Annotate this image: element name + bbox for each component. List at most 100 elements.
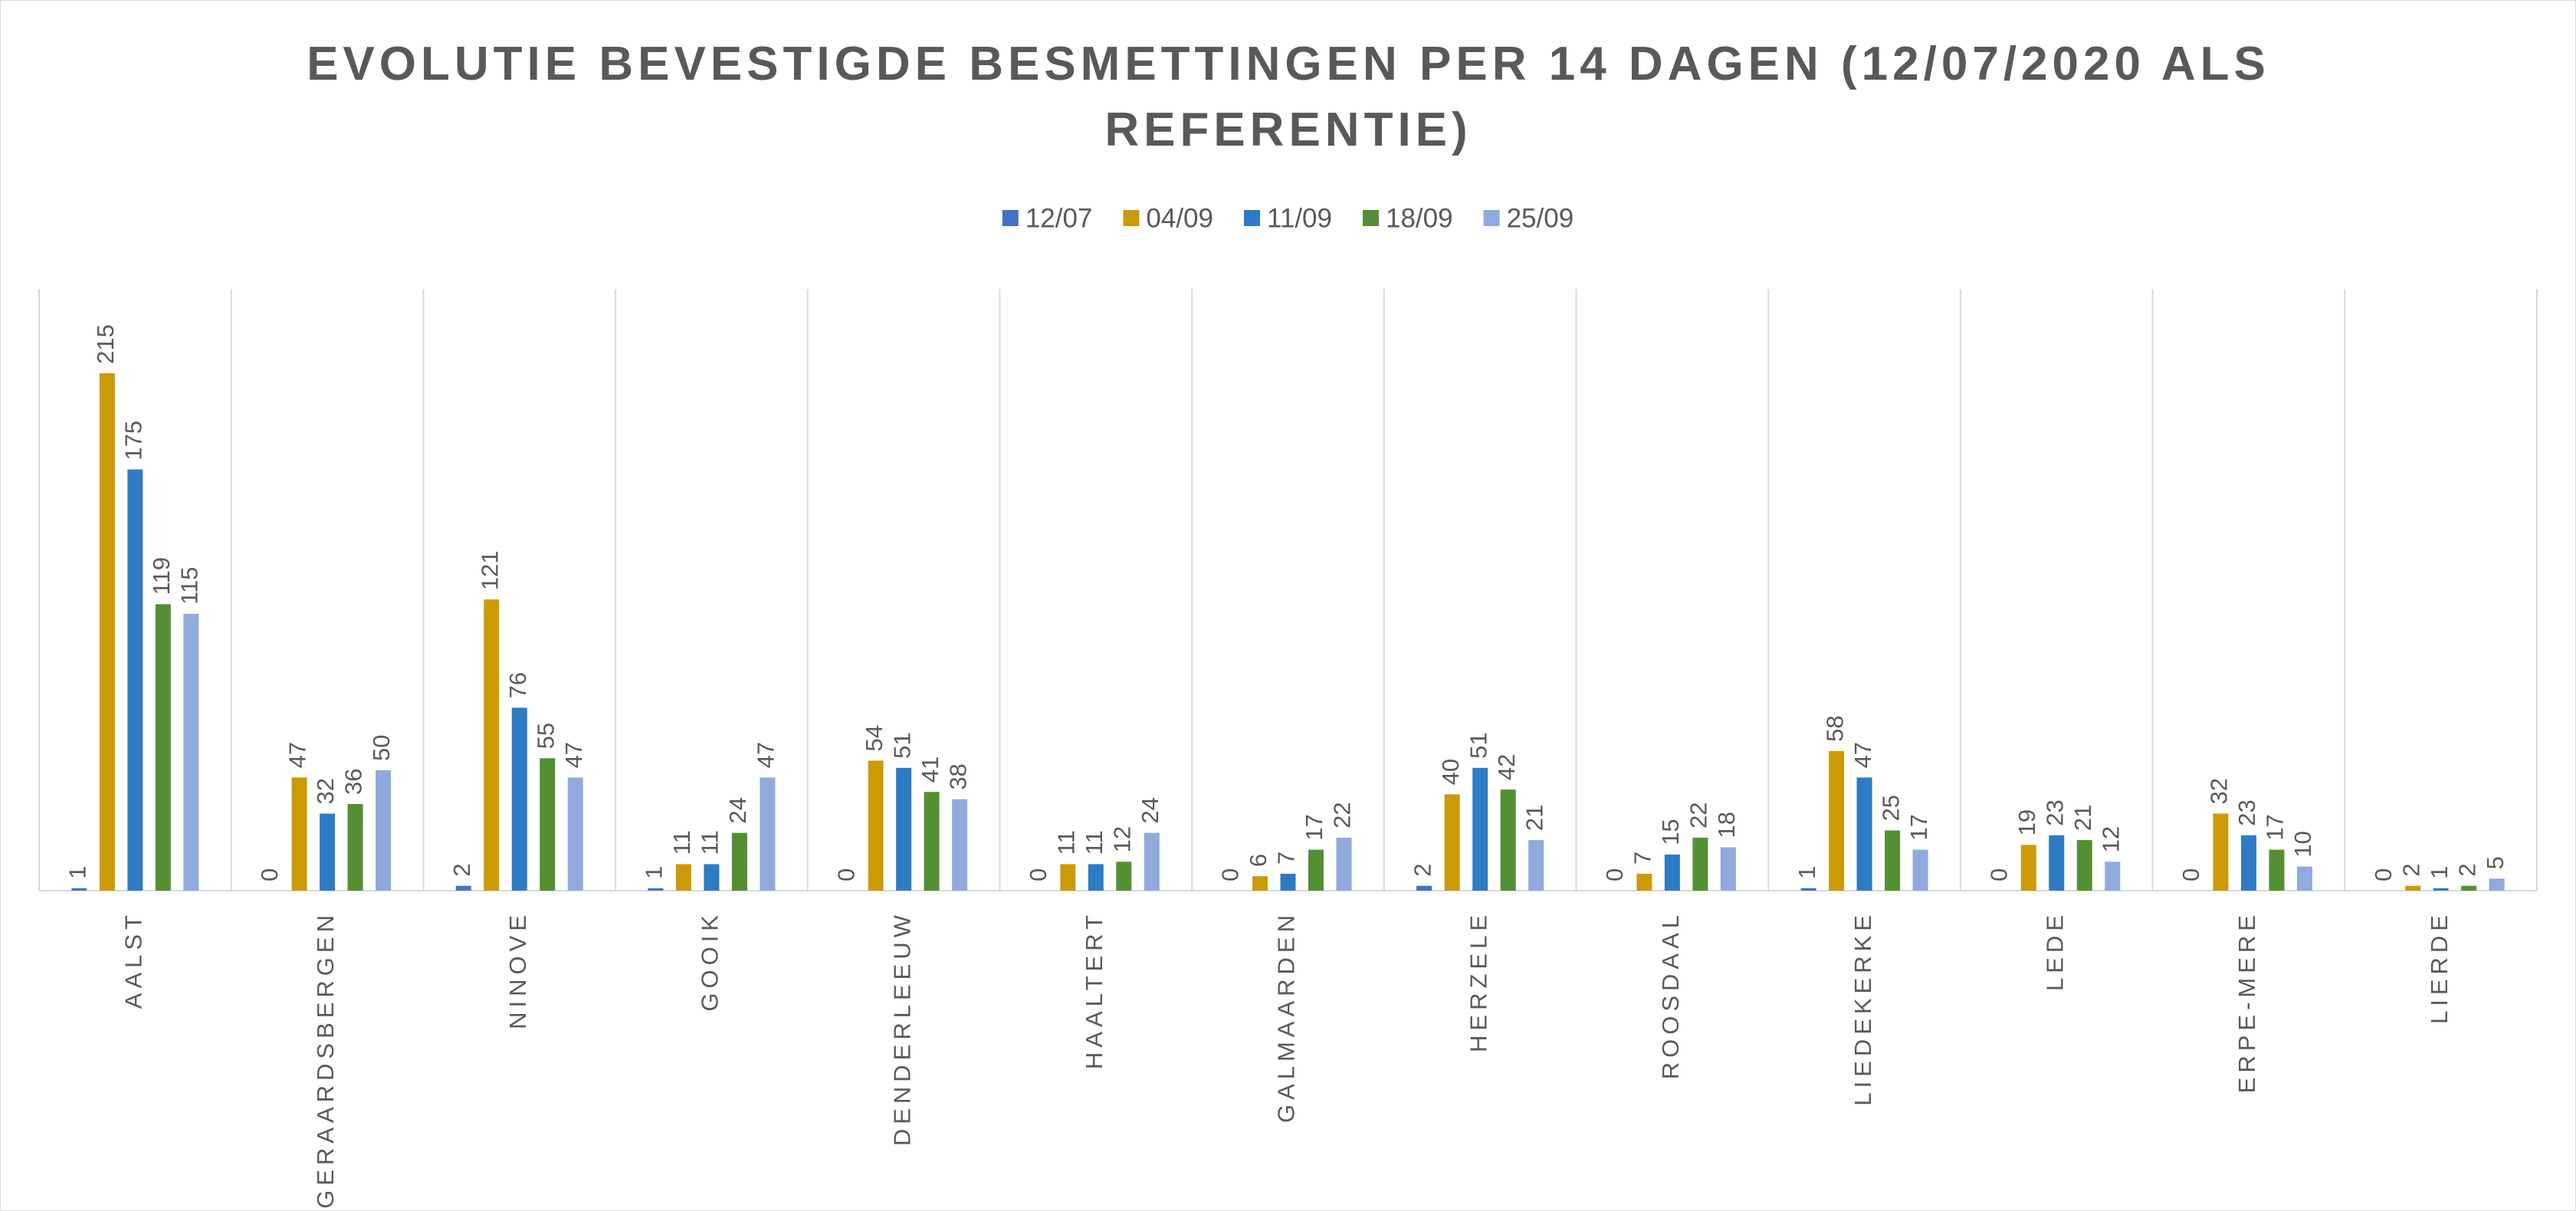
value-label: 25 xyxy=(1877,795,1904,821)
value-label: 0 xyxy=(256,868,283,881)
value-label: 50 xyxy=(368,735,395,761)
value-label: 7 xyxy=(1273,852,1300,865)
bar xyxy=(2105,861,2121,891)
legend-label: 12/07 xyxy=(1025,203,1093,233)
bar xyxy=(1416,885,1432,891)
legend-label: 04/09 xyxy=(1146,203,1213,233)
x-tick-label: HERZELE xyxy=(1465,911,1491,1052)
value-label: 41 xyxy=(917,756,943,783)
bar xyxy=(347,803,363,891)
bar xyxy=(648,888,664,891)
bar xyxy=(1528,840,1544,891)
bar xyxy=(924,792,940,891)
value-label: 19 xyxy=(2013,809,2040,835)
bar xyxy=(1280,874,1296,891)
value-label: 17 xyxy=(2262,814,2289,840)
bar xyxy=(1472,767,1488,891)
value-label: 5 xyxy=(2482,856,2509,869)
bar xyxy=(1856,777,1872,891)
value-label: 32 xyxy=(312,778,339,804)
legend-swatch xyxy=(1483,210,1500,226)
legend-swatch xyxy=(1363,210,1379,226)
value-label: 42 xyxy=(1493,754,1520,780)
x-tick-label: HAALTERT xyxy=(1081,911,1108,1069)
bar xyxy=(567,777,583,891)
x-tick-label: ERPE-MERE xyxy=(2233,911,2260,1093)
value-label: 119 xyxy=(148,557,175,595)
bar xyxy=(1444,794,1460,891)
value-label: 11 xyxy=(1052,830,1079,855)
value-label: 17 xyxy=(1301,814,1327,840)
legend-label: 11/09 xyxy=(1267,203,1332,233)
x-tick-label: ROOSDAAL xyxy=(1657,911,1684,1079)
value-label: 2 xyxy=(1409,863,1436,876)
bar xyxy=(2020,845,2036,891)
bar xyxy=(760,777,776,891)
value-label: 0 xyxy=(1217,868,1244,881)
bar xyxy=(99,372,115,891)
value-label: 2 xyxy=(2397,863,2424,876)
bar xyxy=(675,864,691,891)
bar xyxy=(2049,835,2065,891)
value-label: 23 xyxy=(2041,799,2068,825)
value-label: 2 xyxy=(448,863,475,876)
value-label: 55 xyxy=(532,723,559,749)
x-tick-label: AALST xyxy=(120,911,147,1009)
value-label: 47 xyxy=(560,742,587,768)
value-label: 54 xyxy=(861,725,888,751)
value-label: 0 xyxy=(2370,868,2397,881)
bar xyxy=(127,469,143,891)
x-tick-label: DENDERLEEUW xyxy=(888,911,915,1146)
value-label: 1 xyxy=(2426,866,2453,879)
bar xyxy=(2076,840,2092,891)
value-label: 115 xyxy=(176,566,203,604)
bar xyxy=(2213,813,2229,891)
value-label: 0 xyxy=(832,868,859,881)
legend-swatch xyxy=(1244,210,1260,226)
value-label: 11 xyxy=(1081,830,1108,855)
bar xyxy=(1144,832,1160,891)
x-tick-label: GOOIK xyxy=(697,911,724,1012)
bar xyxy=(455,885,471,891)
bar xyxy=(155,604,171,891)
bar xyxy=(2461,885,2477,891)
value-label: 0 xyxy=(2177,868,2204,881)
bar xyxy=(71,888,87,891)
value-label: 10 xyxy=(2289,831,2316,857)
value-label: 76 xyxy=(504,672,531,698)
bar xyxy=(868,760,884,891)
legend-label: 25/09 xyxy=(1507,203,1574,233)
value-label: 22 xyxy=(1329,802,1356,828)
value-label: 15 xyxy=(1657,819,1684,845)
x-tick-label: LEDE xyxy=(2041,911,2068,991)
x-tick-label: GALMAARDEN xyxy=(1273,911,1300,1123)
legend: 12/07 04/09 11/09 18/09 25/09 xyxy=(1002,203,1574,233)
value-label: 175 xyxy=(120,421,147,461)
value-label: 32 xyxy=(2206,778,2233,804)
x-tick-label: LIERDE xyxy=(2426,911,2453,1024)
bar xyxy=(183,613,199,891)
bar xyxy=(511,707,527,891)
chart-title: EVOLUTIE BEVESTIGDE BESMETTINGEN PER 14 … xyxy=(307,38,2270,156)
value-label: 12 xyxy=(2097,826,2124,852)
value-label: 47 xyxy=(284,742,311,768)
value-label: 1 xyxy=(64,866,91,879)
value-label: 23 xyxy=(2233,799,2260,825)
value-label: 18 xyxy=(1713,812,1740,838)
bar xyxy=(1912,849,1928,891)
value-label: 1 xyxy=(1793,866,1820,879)
x-tick-label: GERAARDSBERGEN xyxy=(312,911,339,1209)
value-label: 47 xyxy=(753,742,779,768)
bar xyxy=(2489,878,2505,891)
bar xyxy=(896,767,912,891)
legend-swatch xyxy=(1123,210,1140,226)
bar xyxy=(1664,854,1680,891)
bar xyxy=(2269,849,2285,891)
value-label: 12 xyxy=(1108,826,1135,852)
value-label: 47 xyxy=(1849,742,1876,768)
bar xyxy=(540,758,556,891)
bar xyxy=(1800,888,1816,891)
value-label: 22 xyxy=(1685,802,1712,828)
